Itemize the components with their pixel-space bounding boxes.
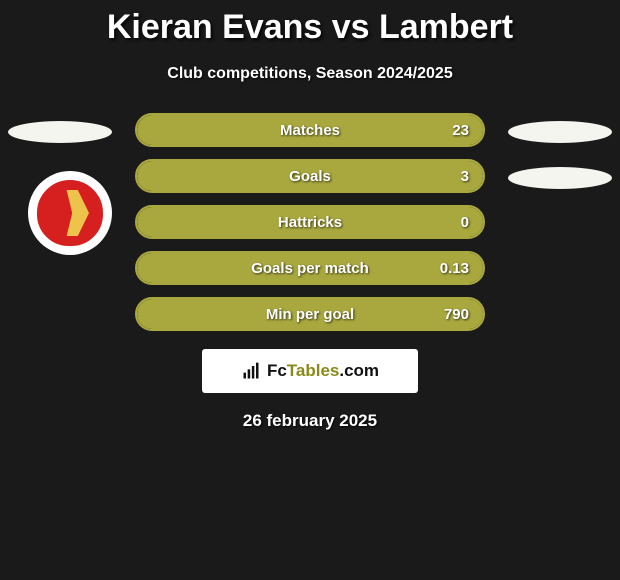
player-right-ellipse	[508, 121, 612, 143]
stat-bar-hattricks: Hattricks 0	[135, 205, 485, 239]
comparison-area: Matches 23 Goals 3 Hattricks 0 Goals per…	[0, 113, 620, 431]
stat-bar-goals-per-match: Goals per match 0.13	[135, 251, 485, 285]
brand-tables: Tables	[287, 361, 340, 380]
stat-label: Hattricks	[278, 214, 342, 231]
stat-label: Min per goal	[266, 306, 354, 323]
stat-value: 790	[444, 306, 469, 323]
brand-com: .com	[339, 361, 379, 380]
stat-bar-goals: Goals 3	[135, 159, 485, 193]
brand-fc: Fc	[267, 361, 287, 380]
bar-chart-icon	[241, 361, 261, 381]
stat-value: 23	[452, 122, 469, 139]
page-title: Kieran Evans vs Lambert	[0, 0, 620, 47]
stat-label: Goals per match	[251, 260, 369, 277]
club-crest-shield	[37, 180, 103, 246]
brand-logo: FcTables.com	[202, 349, 418, 393]
stat-value: 3	[461, 168, 469, 185]
stat-label: Matches	[280, 122, 340, 139]
stat-bar-matches: Matches 23	[135, 113, 485, 147]
stat-value: 0	[461, 214, 469, 231]
stat-label: Goals	[289, 168, 331, 185]
club-crest	[28, 171, 112, 255]
brand-text: FcTables.com	[267, 361, 379, 381]
stats-bars: Matches 23 Goals 3 Hattricks 0 Goals per…	[135, 113, 485, 331]
subtitle: Club competitions, Season 2024/2025	[0, 65, 620, 83]
stat-value: 0.13	[440, 260, 469, 277]
footer-date: 26 february 2025	[0, 411, 620, 431]
stat-bar-min-per-goal: Min per goal 790	[135, 297, 485, 331]
player-left-ellipse	[8, 121, 112, 143]
player-right-ellipse-2	[508, 167, 612, 189]
